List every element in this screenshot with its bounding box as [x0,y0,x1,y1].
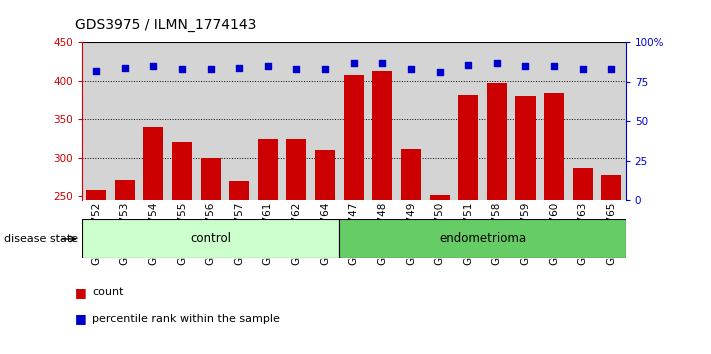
Bar [144,127,164,354]
Text: control: control [190,233,231,245]
Bar [373,71,392,354]
Bar [172,142,192,354]
Bar [86,190,106,354]
Text: percentile rank within the sample: percentile rank within the sample [92,314,280,324]
Point [520,63,531,69]
Text: ■: ■ [75,312,87,325]
Bar [343,75,364,354]
Bar [201,158,220,354]
Bar [511,42,540,200]
Bar [515,96,535,354]
Text: endometrioma: endometrioma [439,233,526,245]
Point [205,67,216,72]
Bar [311,42,339,200]
Bar [168,42,196,200]
Bar [258,138,278,354]
Bar [225,42,254,200]
Bar [568,42,597,200]
Bar [229,181,250,354]
Bar [282,42,311,200]
Point [577,67,589,72]
Point [377,60,388,66]
Bar [139,42,168,200]
Point [291,67,302,72]
Bar [401,149,421,354]
Point [434,70,445,75]
Point [233,65,245,70]
Bar [425,42,454,200]
Bar [573,168,593,354]
Bar [483,42,511,200]
Point [348,60,359,66]
Point [148,63,159,69]
Point [548,63,560,69]
Bar [82,42,110,200]
Bar [196,42,225,200]
Bar [254,42,282,200]
Bar [339,219,626,258]
Bar [602,175,621,354]
Bar [368,42,397,200]
Bar [315,150,335,354]
Bar [458,95,479,354]
Point [606,67,617,72]
Bar [110,42,139,200]
Bar [597,42,626,200]
Bar [114,180,134,354]
Bar [397,42,425,200]
Point [176,67,188,72]
Bar [339,42,368,200]
Bar [287,138,306,354]
Bar [540,42,568,200]
Text: GDS3975 / ILMN_1774143: GDS3975 / ILMN_1774143 [75,18,256,32]
Bar [487,83,507,354]
Text: ■: ■ [75,286,87,298]
Point [463,62,474,67]
Point [262,63,274,69]
Point [405,67,417,72]
Point [319,67,331,72]
Bar [544,93,564,354]
Point [119,65,130,70]
Bar [454,42,483,200]
Bar [82,219,339,258]
Bar [429,195,449,354]
Text: disease state: disease state [4,234,77,244]
Point [90,68,102,74]
Point [491,60,503,66]
Text: count: count [92,287,124,297]
